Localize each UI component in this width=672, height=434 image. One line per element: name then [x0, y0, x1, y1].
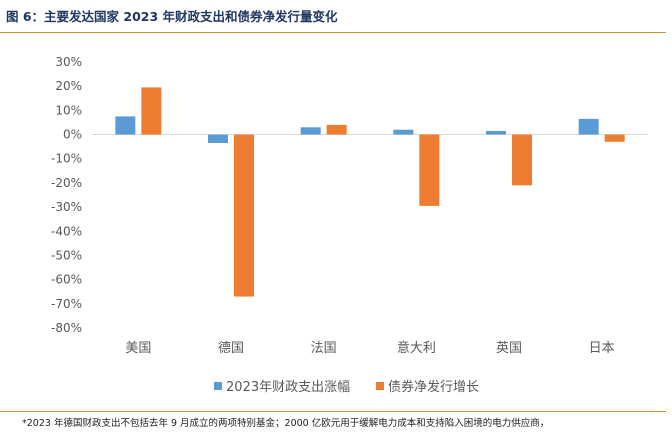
- bars: [115, 87, 625, 297]
- x-tick-label: 日本: [589, 341, 615, 356]
- y-tick-label: -70%: [51, 297, 82, 311]
- legend-label: 2023年财政支出涨幅: [226, 380, 350, 395]
- bar-fiscal-spending-5: [578, 118, 599, 135]
- bar-bond-issuance-0: [141, 87, 162, 135]
- bar-bond-issuance-3: [419, 134, 440, 206]
- x-tick-label: 法国: [311, 341, 337, 356]
- bar-bond-issuance-2: [326, 124, 347, 135]
- bar-fiscal-spending-3: [393, 129, 414, 135]
- bar-bond-issuance-5: [604, 134, 625, 142]
- bar-fiscal-spending-2: [300, 127, 321, 135]
- y-tick-label: 30%: [55, 55, 82, 69]
- bar-bond-issuance-4: [512, 134, 532, 186]
- x-tick-label: 美国: [125, 341, 151, 356]
- y-tick-label: -20%: [51, 176, 82, 190]
- x-tick-label: 意大利: [397, 340, 436, 356]
- y-tick-label: -30%: [51, 200, 82, 214]
- bar-bond-issuance-1: [234, 134, 254, 297]
- y-axis: 30% 20% 10% 0% -10% -20% -30% -40% -50% -60% -70% -…: [51, 55, 82, 335]
- title-divider: [0, 32, 666, 33]
- legend-swatch: [376, 382, 384, 390]
- y-tick-label: -10%: [51, 152, 82, 166]
- y-tick-label: -40%: [51, 224, 82, 238]
- figure-title: 图 6：主要发达国家 2023 年财政支出和债券净发行量变化: [6, 9, 338, 24]
- footnote: *2023 年德国财政支出不包括去年 9 月成立的两项特别基金；2000 亿欧元…: [22, 418, 550, 429]
- y-tick-label: -50%: [51, 248, 82, 262]
- y-tick-label: 0%: [63, 128, 82, 142]
- footnote-divider: [0, 411, 666, 412]
- bar-chart: 30% 20% 10% 0% -10% -20% -30% -40% -50% -60% -70% -…: [51, 55, 648, 395]
- legend: 2023年财政支出涨幅 债券净发行增长: [214, 379, 479, 395]
- bar-fiscal-spending-0: [115, 116, 136, 135]
- y-tick-label: 20%: [55, 79, 82, 93]
- y-tick-label: 10%: [55, 103, 82, 117]
- bar-fiscal-spending-1: [208, 134, 228, 144]
- legend-swatch: [214, 382, 222, 390]
- x-axis: 美国 德国 法国 意大利 英国 日本: [92, 134, 648, 356]
- x-tick-label: 英国: [496, 341, 522, 356]
- legend-label: 债券净发行增长: [388, 379, 479, 395]
- y-tick-label: -80%: [51, 321, 82, 335]
- bar-fiscal-spending-4: [486, 130, 506, 135]
- y-tick-label: -60%: [51, 273, 82, 287]
- x-tick-label: 德国: [218, 341, 244, 356]
